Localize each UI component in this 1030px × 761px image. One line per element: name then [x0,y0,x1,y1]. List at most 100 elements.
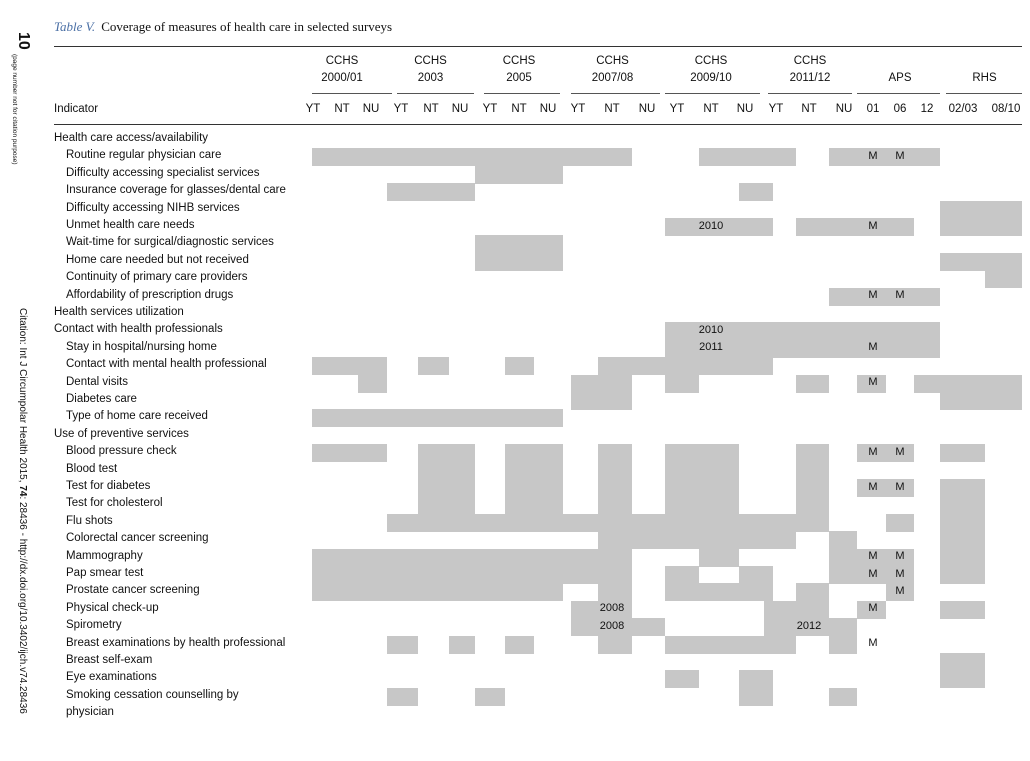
indicator-row: Routine regular physician care [66,149,222,162]
cell-mark: M [868,567,878,580]
survey-name: RHS [972,72,997,84]
coverage-cell [699,548,739,567]
coverage-cell [598,479,632,497]
coverage-cell [665,374,699,393]
survey-year: 2007/08 [591,72,634,84]
column-header: YT [669,103,685,115]
group-rule [312,93,392,94]
coverage-cell [665,566,699,584]
column-header: YT [570,103,586,115]
indicator-row: Insurance coverage for glasses/dental ca… [66,184,286,197]
cell-mark: 2010 [698,323,724,336]
indicator-row: Type of home care received [66,410,208,423]
column-header: 01 [866,103,880,115]
coverage-cell [764,600,829,619]
coverage-cell [449,583,505,602]
coverage-cell [857,374,886,393]
coverage-cell [940,200,1022,219]
cell-mark: M [895,149,905,162]
cell-mark: 2012 [796,619,822,632]
coverage-cell [940,444,985,463]
coverage-cell [829,531,857,550]
column-header: NU [835,103,853,115]
survey-year: 2005 [506,72,532,84]
indicator-row: Stay in hospital/nursing home [66,340,217,353]
top-rule [54,46,1022,47]
survey-group-header: CCHS 2003 [391,53,471,87]
column-header: YT [393,103,409,115]
coverage-cell [475,165,563,184]
survey-name: APS [888,72,912,84]
coverage-cell [699,148,773,167]
coverage-cell [739,183,773,202]
coverage-cell [505,357,534,376]
coverage-cell [418,357,449,376]
coverage-cell [796,374,829,393]
cell-mark: M [868,289,878,302]
coverage-cell [312,548,632,567]
survey-name: CCHS [325,55,359,67]
coverage-cell [387,513,829,532]
indicator-row: Affordability of prescription drugs [66,288,234,301]
coverage-cell [665,583,773,602]
coverage-cell [312,583,418,602]
coverage-cell [312,566,632,584]
coverage-cell [387,183,475,202]
coverage-cell [475,235,563,254]
indicator-row: Smoking cessation counselling by [66,688,239,701]
indicator-row: Dental visits [66,375,128,388]
cell-mark: M [895,289,905,302]
indicator-row: Continuity of primary care providers [66,271,248,284]
group-rule [571,93,660,94]
cell-mark: M [895,550,905,563]
cell-mark: M [895,480,905,493]
coverage-cell [665,444,739,463]
column-header: 06 [893,103,907,115]
indicator-category: Contact with health professionals [54,323,223,336]
indicator-row: Pap smear test [66,567,144,579]
indicator-row: Wait-time for surgical/diagnostic servic… [66,236,274,249]
coverage-cell [739,687,773,706]
indicator-row: Spirometry [66,619,122,632]
coverage-cell [796,496,829,515]
coverage-cell [505,444,563,463]
column-header: NU [736,103,754,115]
coverage-cell [598,635,632,654]
indicator-category: Health services utilization [54,306,184,318]
coverage-cell [886,513,914,532]
survey-year: 2009/10 [690,72,732,84]
indicator-row: Breast examinations by health profession… [66,636,286,649]
survey-year: 2003 [417,72,444,84]
coverage-cell [475,252,563,271]
column-header: 12 [920,103,934,115]
coverage-cell [985,270,1022,289]
coverage-cell [829,287,940,306]
page-number: 10 [15,32,32,50]
page-number-block: 10 (page number not for citation purpose… [6,32,36,202]
coverage-cell [598,357,773,376]
indicator-row: Diabetes care [66,393,137,405]
coverage-cell [886,583,914,602]
coverage-cell [598,531,796,550]
column-header: NU [539,103,557,115]
coverage-cell [796,461,829,480]
group-rule [484,93,560,94]
coverage-cell [739,566,773,584]
coverage-cell [764,148,796,167]
column-header: 08/10 [991,103,1021,115]
column-header: YT [305,103,321,115]
column-header: YT [482,103,498,115]
cell-mark: 2011 [699,341,723,354]
coverage-cell [665,496,739,515]
survey-year: 2000/01 [321,72,363,84]
group-rule [397,93,474,94]
coverage-cell [857,600,886,619]
column-header: NT [801,103,817,115]
group-rule [665,93,760,94]
survey-year: 2011/12 [789,72,831,84]
coverage-cell [940,496,985,515]
cell-mark: M [868,602,878,615]
cell-mark: M [895,445,905,458]
indicator-row: Test for diabetes [66,480,151,492]
coverage-cell [505,479,563,497]
